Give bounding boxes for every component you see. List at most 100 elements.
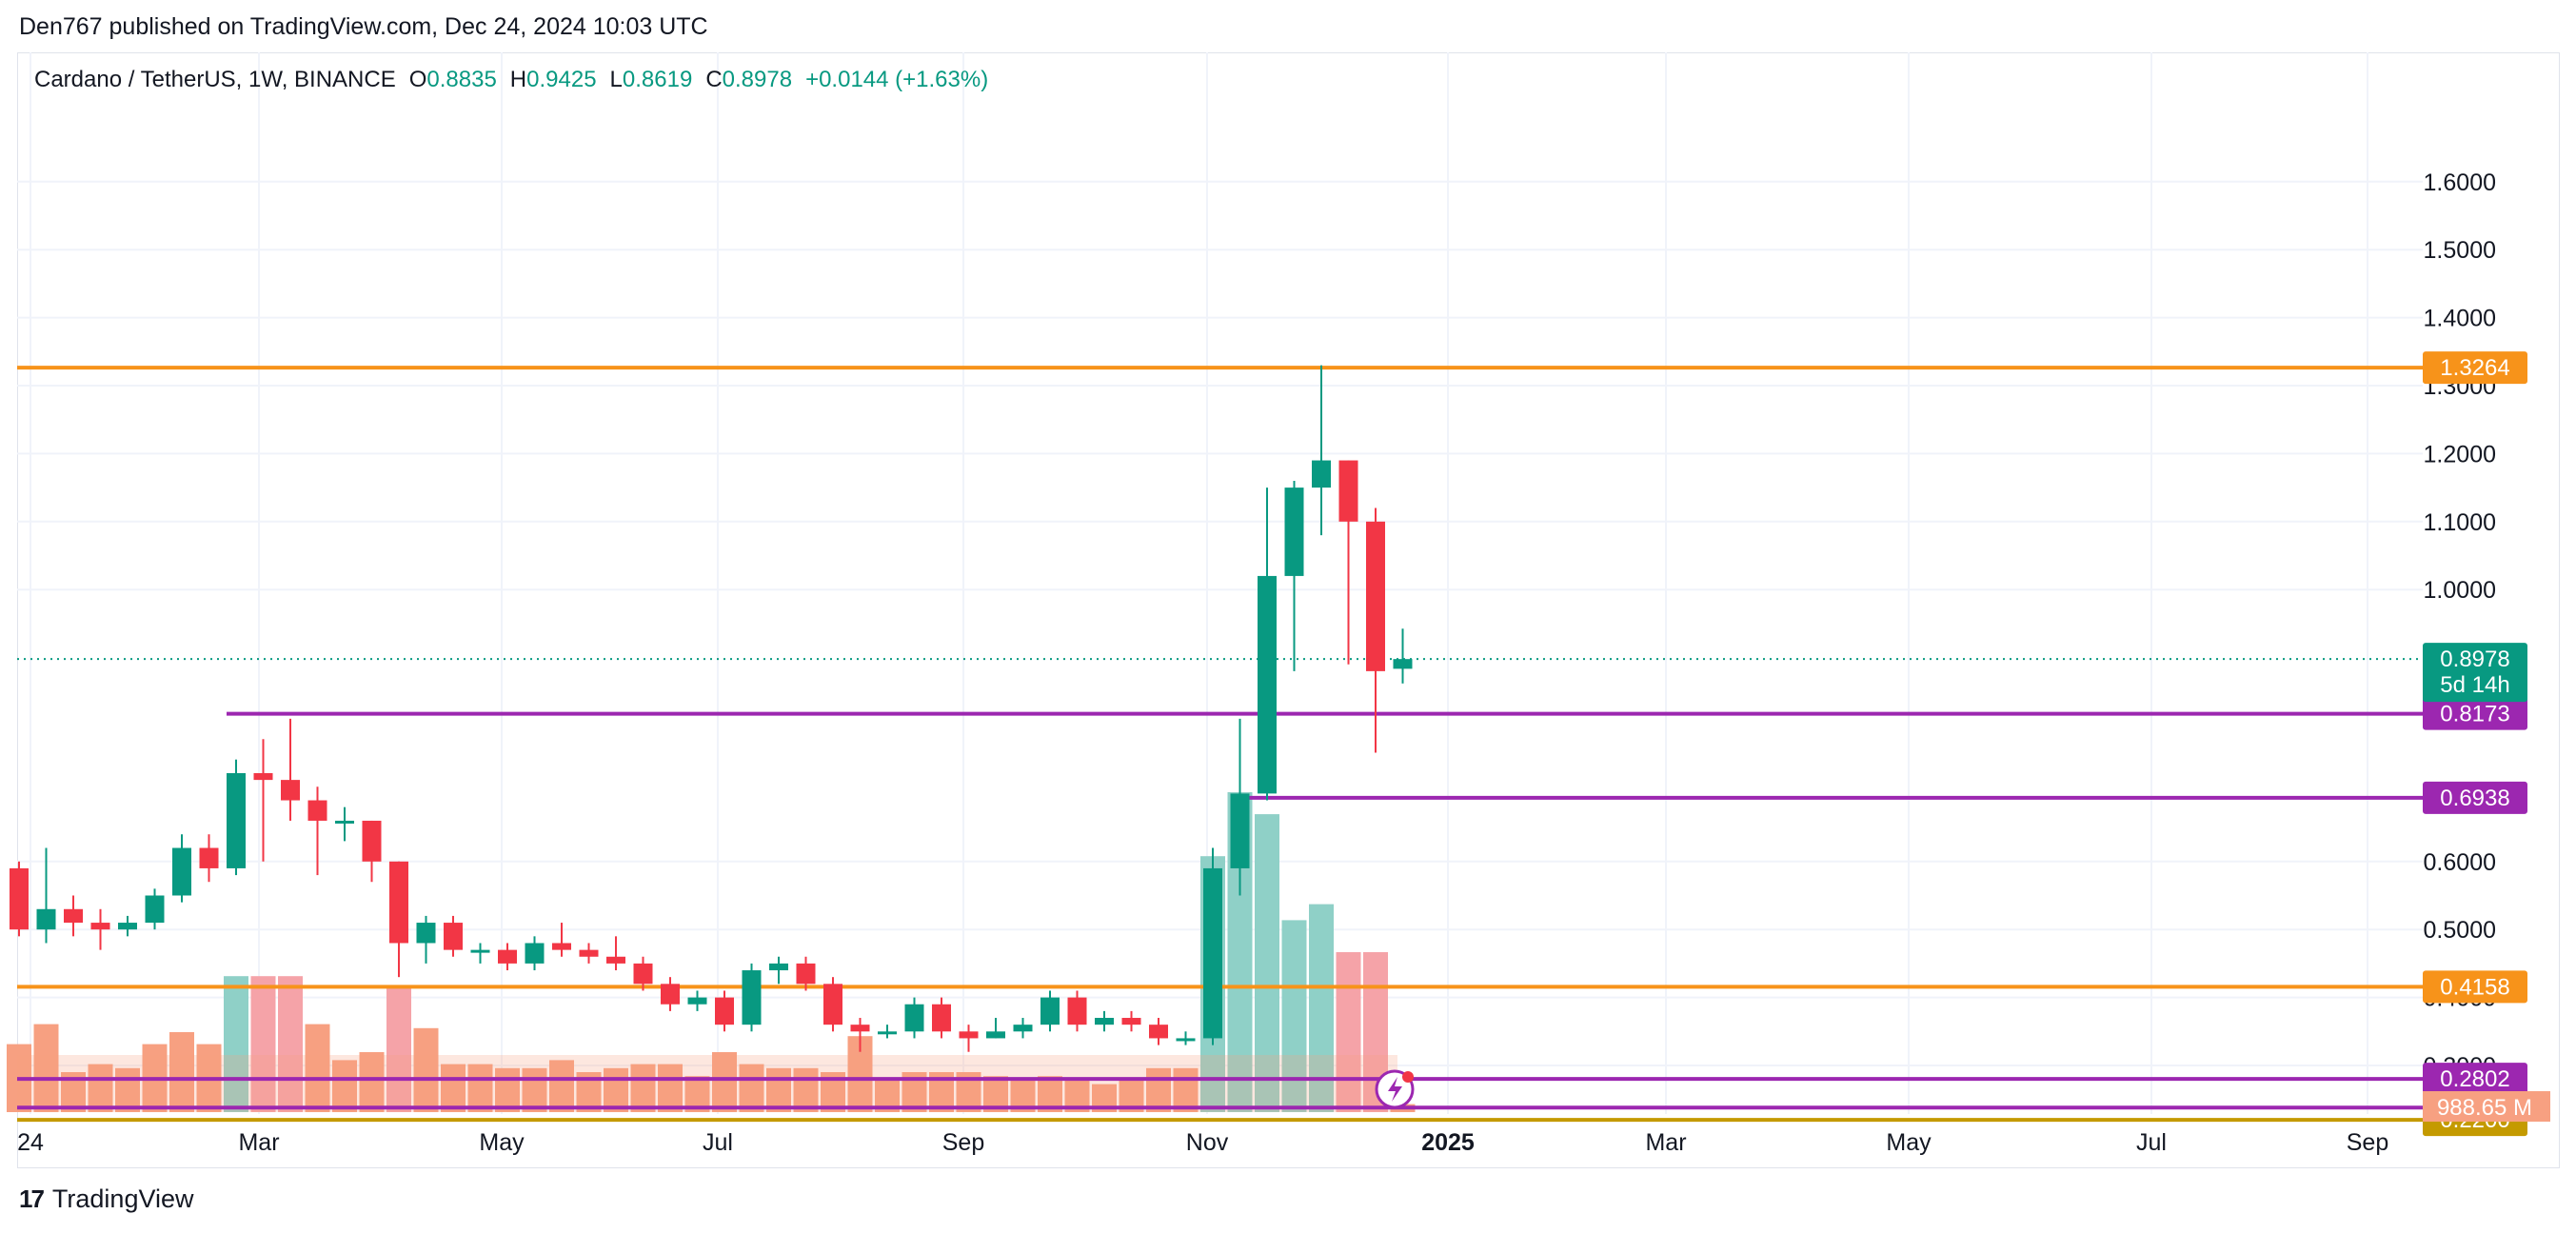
current-price-tag: [2423, 643, 2527, 703]
high-value: 0.9425: [526, 67, 597, 92]
candle-body: [579, 949, 599, 957]
candle-body: [36, 908, 56, 930]
candle-body: [1095, 1018, 1114, 1025]
candle-body: [904, 1004, 924, 1032]
level-tag: [2423, 781, 2527, 814]
candle-body: [1067, 997, 1087, 1025]
candle-body: [199, 847, 219, 868]
level-tag-text: 0.2802: [2440, 1066, 2509, 1092]
volume-bar: [250, 976, 276, 1112]
high-label: H: [509, 67, 527, 92]
volume-bar: [441, 1064, 466, 1112]
volume-bar: [1173, 1067, 1199, 1112]
current-price-tag-text: 0.8978: [2440, 647, 2509, 672]
x-tick-label: 24: [17, 1129, 44, 1156]
volume-bar: [630, 1064, 656, 1112]
level-tag-text: 0.8173: [2440, 702, 2509, 727]
candle-body: [145, 895, 165, 924]
level-tag-text: 0.6938: [2440, 786, 2509, 811]
x-tick-label: 2025: [1421, 1129, 1475, 1156]
level-tag: [2423, 351, 2527, 385]
brand-name[interactable]: TradingView: [51, 1184, 194, 1213]
x-tick-label: Mar: [238, 1129, 279, 1156]
candle-body: [1338, 460, 1358, 522]
y-tick-label: 1.0000: [2424, 577, 2496, 604]
candle-body: [64, 908, 83, 924]
current-price-tag-text: 5d 14h: [2440, 672, 2509, 698]
candle-body: [253, 772, 273, 781]
candle-body: [389, 861, 408, 944]
candle-body: [307, 800, 327, 821]
y-tick-label: 0.5000: [2424, 917, 2496, 944]
y-tick-label: 1.6000: [2424, 169, 2496, 196]
candle-body: [552, 943, 571, 950]
candle-body: [525, 943, 545, 964]
y-tick-label: 1.2000: [2424, 441, 2496, 468]
close-label: C: [705, 67, 723, 92]
tradingview-logo-icon[interactable]: 17: [19, 1184, 45, 1213]
candle-body: [1121, 1018, 1141, 1025]
candles: [10, 365, 1413, 1052]
candle-body: [227, 772, 246, 868]
candle-body: [1203, 867, 1222, 1039]
level-tag: [2423, 697, 2527, 730]
candle-body: [850, 1025, 870, 1032]
volume-bar: [332, 1060, 357, 1112]
candle-body: [959, 1031, 979, 1039]
volume-bar: [386, 987, 411, 1112]
candle-body: [281, 780, 300, 801]
symbol-name[interactable]: Cardano / TetherUS, 1W, BINANCE: [34, 67, 396, 92]
candle-body: [1312, 460, 1331, 488]
level-tag-text: 1.3264: [2440, 355, 2509, 381]
candle-body: [932, 1004, 951, 1032]
footer: 17 TradingView: [19, 1184, 194, 1214]
volume-bar: [224, 976, 248, 1112]
candle-body: [444, 923, 463, 950]
volume-bar: [1255, 814, 1279, 1112]
open-value: 0.8835: [426, 67, 497, 92]
volume-bar: [413, 1027, 439, 1112]
flash-icon[interactable]: [1375, 1069, 1415, 1109]
candle-body: [1230, 793, 1250, 868]
volume-bar: [115, 1067, 140, 1112]
candle-body: [1366, 521, 1385, 671]
candle-body: [498, 949, 517, 964]
candle-body: [878, 1031, 897, 1035]
change-value: +0.0144 (+1.63%): [805, 67, 989, 92]
publisher-line: Den767 published on TradingView.com, Dec…: [19, 13, 708, 40]
candle-body: [118, 923, 137, 930]
candle-body: [633, 963, 653, 985]
candle-body: [1149, 1025, 1168, 1039]
close-value: 0.8978: [722, 67, 793, 92]
volume-bar: [88, 1064, 113, 1112]
candle-body: [742, 970, 762, 1025]
volume-ma-band: [17, 1055, 1397, 1112]
candle-body: [769, 963, 788, 971]
candle-body: [823, 984, 842, 1025]
candle-body: [715, 997, 734, 1025]
volume-bar: [549, 1060, 574, 1112]
low-label: L: [609, 67, 623, 92]
ohlc-legend: Cardano / TetherUS, 1W, BINANCE O0.8835 …: [34, 67, 988, 93]
level-tag: [2423, 970, 2527, 1004]
volume-bar: [33, 1024, 59, 1112]
candle-body: [362, 820, 382, 862]
volume-bar: [495, 1067, 520, 1112]
candle-body: [1258, 575, 1277, 794]
candle-body: [470, 949, 490, 953]
candle-body: [416, 923, 436, 944]
candle-body: [90, 923, 110, 930]
x-tick-label: Jul: [2136, 1129, 2167, 1156]
volume-bar: [658, 1064, 683, 1112]
volume-bar: [169, 1032, 194, 1112]
y-tick-label: 0.6000: [2424, 849, 2496, 876]
volume-bar: [1146, 1067, 1171, 1112]
candle-body: [687, 997, 707, 1005]
candle-body: [10, 867, 29, 930]
x-tick-label: Jul: [703, 1129, 733, 1156]
level-tag-text: 0.4158: [2440, 974, 2509, 1000]
candle-body: [1284, 488, 1304, 576]
chart-area[interactable]: [17, 52, 2560, 1168]
y-tick-label: 1.5000: [2424, 237, 2496, 264]
